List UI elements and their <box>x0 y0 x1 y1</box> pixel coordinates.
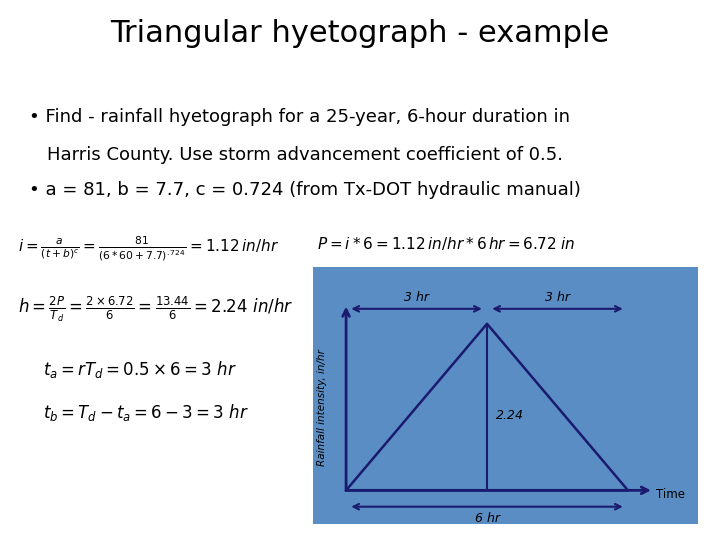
Text: • Find - rainfall hyetograph for a 25-year, 6-hour duration in: • Find - rainfall hyetograph for a 25-ye… <box>29 108 570 126</box>
Text: 2.24: 2.24 <box>495 409 523 422</box>
Text: 3 hr: 3 hr <box>404 291 429 303</box>
Text: $P = i*6 = 1.12\,in/hr*6\,hr = 6.72\ in$: $P = i*6 = 1.12\,in/hr*6\,hr = 6.72\ in$ <box>317 235 575 252</box>
Text: $t_b = T_d - t_a = 6 - 3 = 3\ hr$: $t_b = T_d - t_a = 6 - 3 = 3\ hr$ <box>43 402 249 423</box>
Text: Time: Time <box>656 488 685 501</box>
Text: 3 hr: 3 hr <box>545 291 570 303</box>
Text: 6 hr: 6 hr <box>474 512 500 525</box>
Text: Harris County. Use storm advancement coefficient of 0.5.: Harris County. Use storm advancement coe… <box>47 146 563 164</box>
Text: $i = \frac{a}{(t+b)^c} = \frac{81}{(6*60+7.7)^{.724}} = 1.12\,in/hr$: $i = \frac{a}{(t+b)^c} = \frac{81}{(6*60… <box>18 235 279 264</box>
Text: $h = \frac{2P}{T_d} = \frac{2\times6.72}{6} = \frac{13.44}{6} = 2.24\ in/hr$: $h = \frac{2P}{T_d} = \frac{2\times6.72}… <box>18 294 294 324</box>
Text: Triangular hyetograph - example: Triangular hyetograph - example <box>110 19 610 48</box>
Text: $t_a = rT_d = 0.5\times6 = 3\ hr$: $t_a = rT_d = 0.5\times6 = 3\ hr$ <box>43 359 237 380</box>
Text: Rainfall intensity, in/hr: Rainfall intensity, in/hr <box>317 349 327 465</box>
Text: • a = 81, b = 7.7, c = 0.724 (from Tx-DOT hydraulic manual): • a = 81, b = 7.7, c = 0.724 (from Tx-DO… <box>29 181 580 199</box>
